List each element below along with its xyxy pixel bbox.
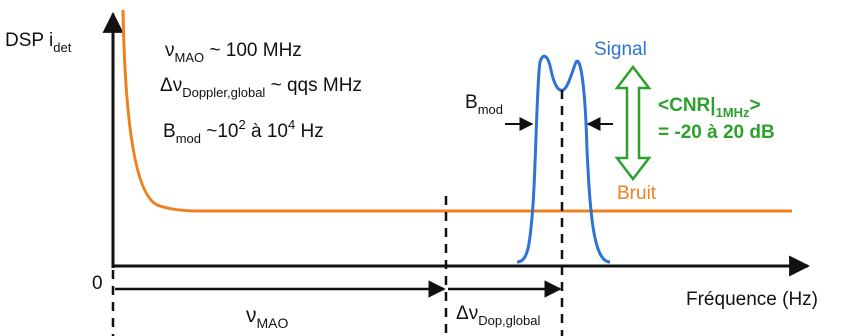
cnr-double-arrow <box>614 64 652 182</box>
note-mao: νMAO ~ 100 MHz <box>165 40 302 65</box>
bottom-dop-label: ΔνDop,global <box>456 303 540 328</box>
bruit-label: Bruit <box>617 183 657 204</box>
signal-label: Signal <box>594 39 647 60</box>
y-axis-label: DSP idet <box>5 30 72 55</box>
noise-curve <box>121 9 792 213</box>
bmod-label: Bmod <box>465 92 503 117</box>
x-axis-label: Fréquence (Hz) <box>686 289 818 310</box>
cnr-label: <CNR|1MHz> <box>658 95 761 120</box>
bottom-mao-label: νMAO <box>246 304 289 331</box>
note-doppler: ΔνDoppler,global ~ qqs MHz <box>160 75 362 100</box>
note-bmod: Bmod ~102 à 104 Hz <box>163 117 324 146</box>
origin-label: 0 <box>92 273 103 294</box>
cnr-label-line2: = -20 à 20 dB <box>658 122 775 143</box>
signal-curve <box>516 54 611 264</box>
